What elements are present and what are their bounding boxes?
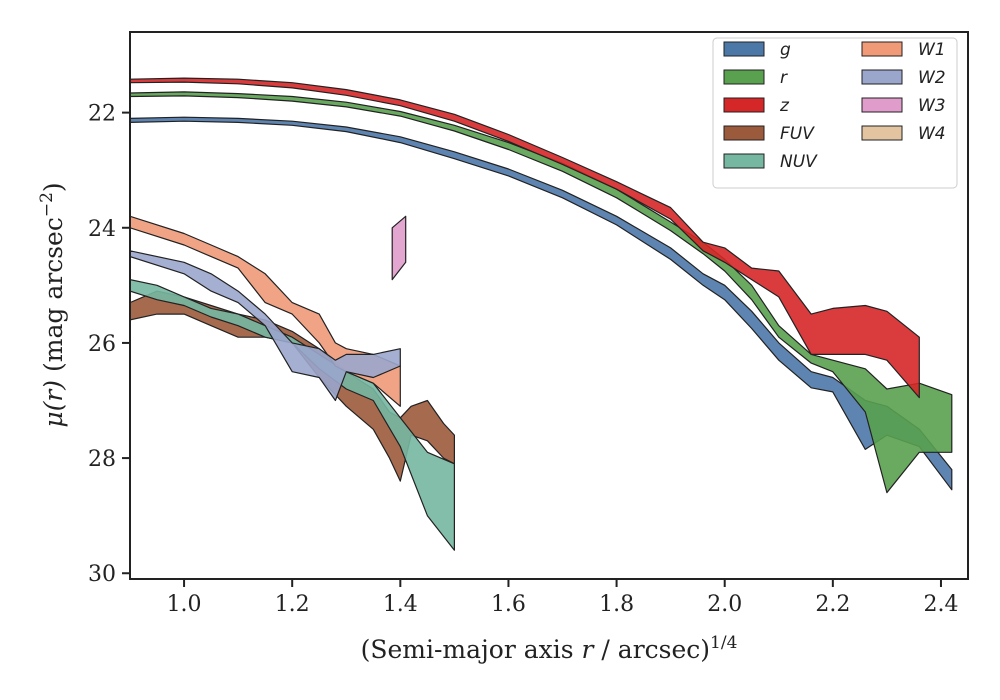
band-z — [130, 77, 920, 399]
legend-swatch-g — [723, 41, 765, 57]
x-tick-label: 2.0 — [707, 592, 742, 617]
legend-label-z: z — [779, 96, 790, 116]
x-tick-label: 1.0 — [167, 592, 202, 617]
band-g — [130, 116, 953, 491]
y-tick-label: 30 — [88, 562, 116, 587]
band-w2 — [130, 250, 401, 402]
legend-swatch-w1 — [861, 41, 903, 57]
legend-swatch-fuv — [723, 125, 765, 141]
x-tick-label: 1.6 — [491, 592, 526, 617]
y-tick-label: 22 — [88, 102, 116, 127]
legend-label-w2: W2 — [918, 68, 946, 88]
x-axis-label: (Semi-major axis r / arcsec)1/4 — [361, 633, 738, 664]
legend-swatch-nuv — [723, 153, 765, 169]
legend-label-nuv: NUV — [780, 152, 818, 172]
x-tick-label: 2.2 — [815, 592, 850, 617]
y-tick-label: 24 — [88, 217, 116, 242]
legend: grz FUV NUV W1 W2 W3 W4 — [712, 37, 958, 189]
series-bands — [130, 77, 953, 551]
legend-label-g: g — [780, 40, 791, 60]
legend-swatch-w2 — [861, 69, 903, 85]
y-tick-label: 26 — [88, 332, 116, 357]
y-axis-label: μ(r) (mag arcsec−2) — [37, 182, 68, 427]
x-tick-label: 1.2 — [275, 592, 310, 617]
legend-label-fuv: FUV — [780, 124, 815, 144]
plot-frame — [129, 31, 969, 580]
x-tick-label: 1.8 — [599, 592, 634, 617]
x-axis: 1.0 1.2 1.4 1.6 1.8 2.0 2.2 2.4 — [167, 579, 958, 617]
legend-swatch-z — [723, 97, 765, 113]
y-axis: 22 24 26 28 30 — [88, 102, 130, 587]
band-r — [130, 91, 953, 494]
legend-swatch-r — [723, 69, 765, 85]
legend-label-r: r — [780, 68, 788, 88]
y-tick-label: 28 — [88, 447, 116, 472]
band-w3 — [391, 215, 407, 281]
legend-swatch-w3 — [861, 97, 903, 113]
x-tick-label: 1.4 — [383, 592, 418, 617]
legend-label-w4: W4 — [918, 124, 946, 144]
band-nuv — [130, 279, 455, 551]
legend-label-w3: W3 — [918, 96, 946, 116]
legend-swatch-w4 — [861, 125, 903, 141]
x-tick-label: 2.4 — [923, 592, 958, 617]
legend-label-w1: W1 — [918, 40, 946, 60]
